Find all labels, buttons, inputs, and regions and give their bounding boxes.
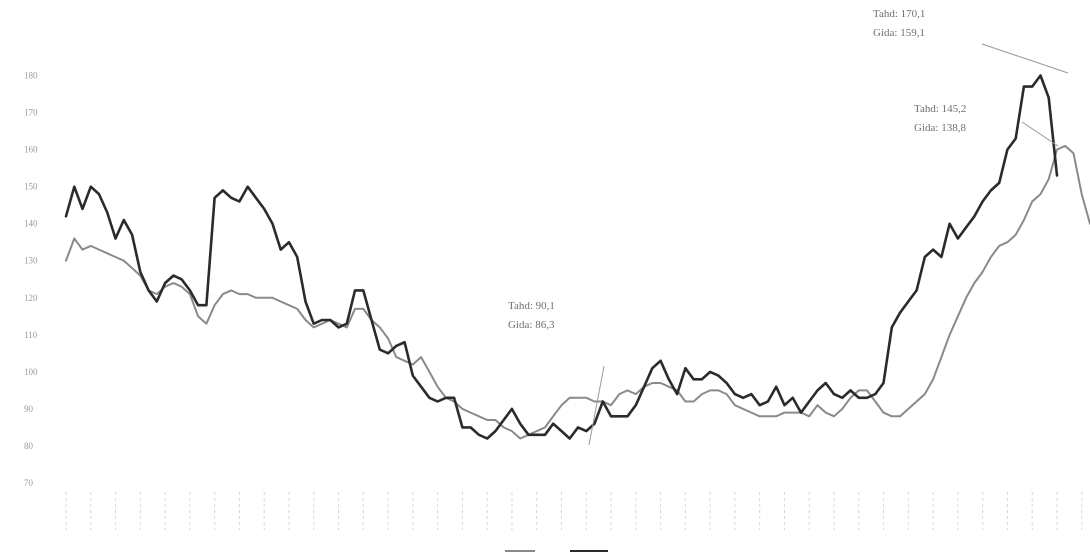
y-tick-label: 150 xyxy=(24,182,38,192)
annotation-peak-line2: Gida: 159,1 xyxy=(873,27,925,39)
y-tick-label: 170 xyxy=(24,108,38,118)
y-tick-label: 160 xyxy=(24,145,38,155)
annotation-peak-line1: Tahd: 170,1 xyxy=(873,8,925,20)
y-tick-label: 130 xyxy=(24,256,38,266)
y-tick-label: 140 xyxy=(24,219,38,229)
annotation-end-leader xyxy=(1021,121,1059,147)
annotation-trough-leader xyxy=(588,365,605,446)
annotation-end: Tahd: 145,2 Gida: 138,8 xyxy=(914,103,1059,147)
y-tick-label: 180 xyxy=(24,71,38,81)
series-line-2 xyxy=(64,74,1059,440)
annotation-end-line1: Tahd: 145,2 xyxy=(914,103,966,115)
x-axis-ticks xyxy=(65,492,1083,530)
annotation-peak: Tahd: 170,1 Gida: 159,1 xyxy=(873,8,1069,74)
y-tick-label: 120 xyxy=(24,293,38,303)
y-tick-label: 70 xyxy=(24,478,34,488)
y-axis-ticks: 70 80 90 100 110 120 130 140 150 160 170 180 xyxy=(24,71,38,488)
series-lines xyxy=(64,74,1090,440)
annotation-trough: Tahd: 90,1 Gida: 86,3 xyxy=(508,300,605,446)
y-tick-label: 90 xyxy=(24,404,34,414)
y-tick-label: 100 xyxy=(24,367,38,377)
series-line-1 xyxy=(65,144,1090,440)
annotation-end-line2: Gida: 138,8 xyxy=(914,122,966,134)
annotation-trough-line1: Tahd: 90,1 xyxy=(508,300,555,312)
annotation-peak-leader xyxy=(981,43,1069,74)
annotation-trough-line2: Gida: 86,3 xyxy=(508,319,555,331)
y-tick-label: 80 xyxy=(24,441,34,451)
y-tick-label: 110 xyxy=(24,330,38,340)
